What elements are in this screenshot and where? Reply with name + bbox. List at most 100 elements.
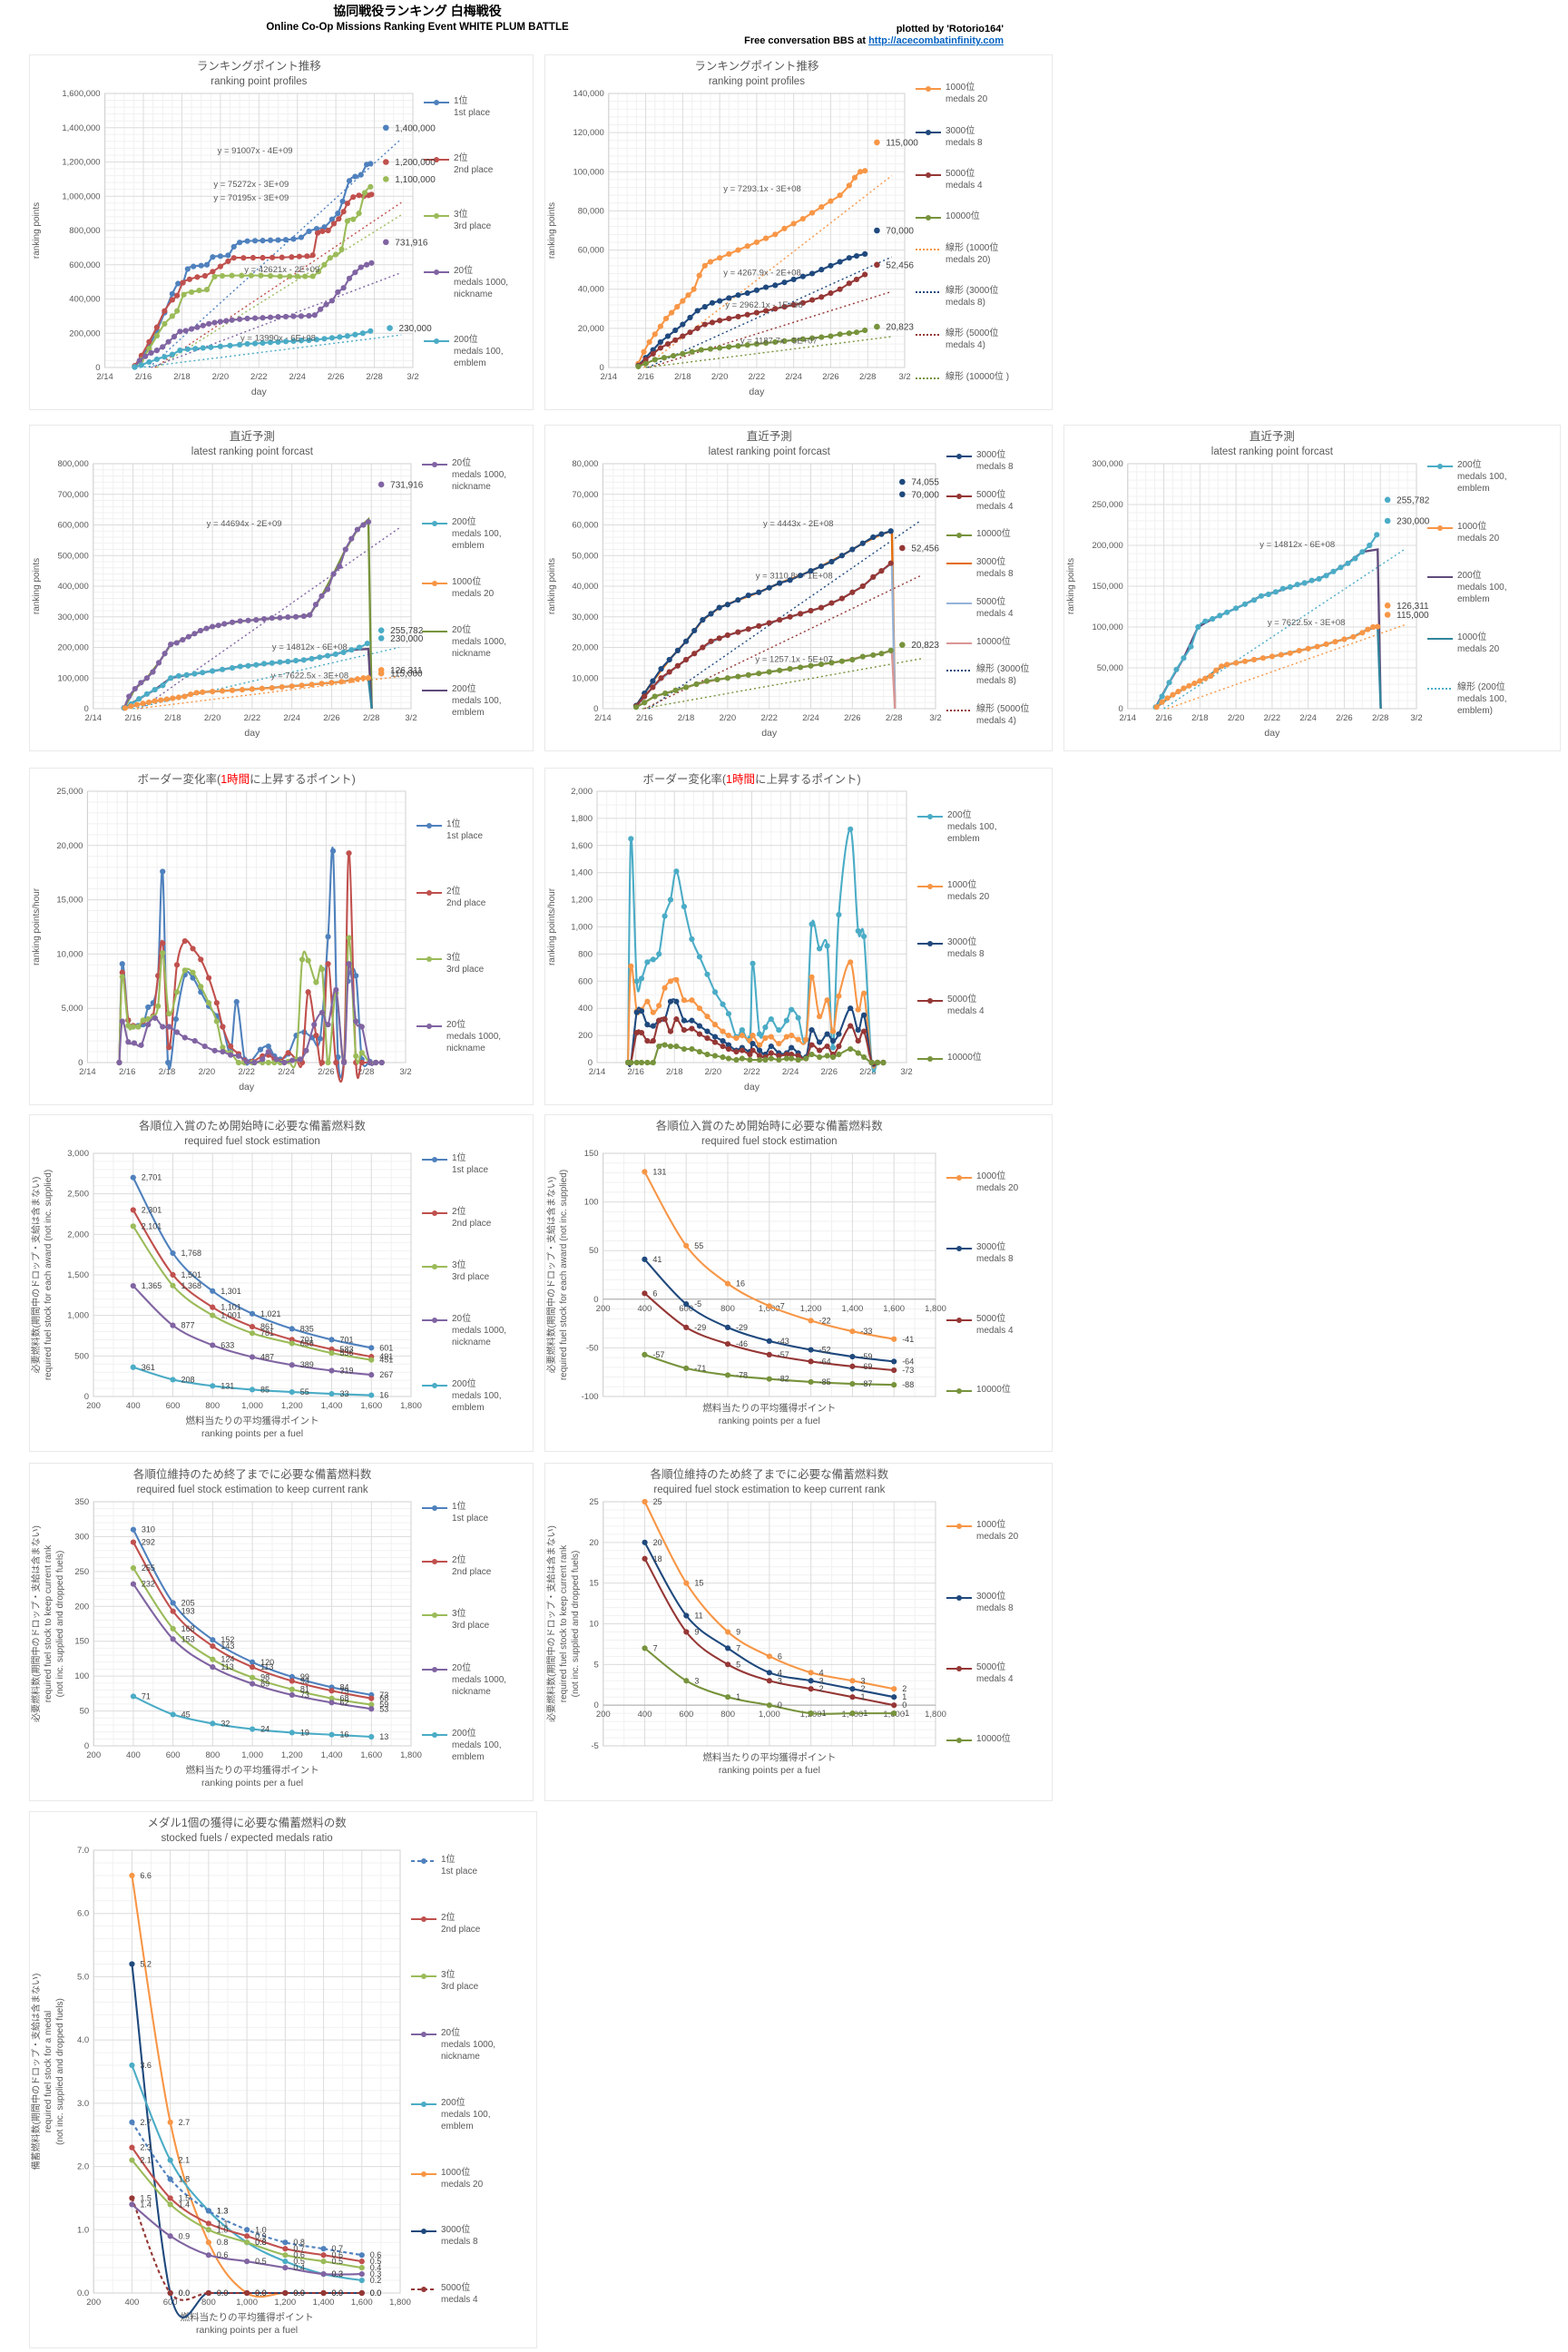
svg-text:451: 451 — [379, 1356, 393, 1365]
svg-text:1.3: 1.3 — [217, 2206, 229, 2215]
legend-entry: 2位 2nd place — [422, 1554, 531, 1578]
legend-entry-label: 3000位 medals 8 — [946, 125, 983, 148]
svg-text:latest ranking point forcast: latest ranking point forcast — [1211, 446, 1334, 457]
svg-text:1,200: 1,200 — [281, 1750, 303, 1760]
svg-text:2/18: 2/18 — [159, 1067, 176, 1077]
svg-text:3,000: 3,000 — [67, 1149, 89, 1159]
svg-text:2.1: 2.1 — [140, 2156, 152, 2165]
legend-entry: 線形 (3000位 medals 8) — [916, 285, 1050, 309]
svg-text:-43: -43 — [778, 1337, 789, 1346]
svg-text:100,000: 100,000 — [57, 673, 88, 683]
svg-text:20,000: 20,000 — [572, 643, 598, 653]
svg-text:250: 250 — [74, 1567, 89, 1577]
svg-text:2/22: 2/22 — [760, 713, 778, 723]
svg-text:ランキングポイント推移: ランキングポイント推移 — [694, 60, 818, 73]
svg-text:1,600,000: 1,600,000 — [62, 89, 100, 99]
series-swatch-icon — [946, 1666, 972, 1672]
svg-text:600: 600 — [166, 1750, 181, 1760]
svg-text:y = 7622.5x - 3E+08: y = 7622.5x - 3E+08 — [1268, 618, 1346, 628]
svg-text:2/22: 2/22 — [1264, 713, 1281, 723]
legend-entry-label: 5000位 medals 4 — [976, 596, 1014, 619]
legend-entry: 2位 2nd place — [424, 152, 531, 176]
legend-entry: 10000位 — [917, 1052, 1050, 1063]
legend-entry: 3000位 medals 8 — [946, 556, 1050, 580]
legend-entry-label: 線形 (3000位 medals 8) — [946, 285, 999, 308]
svg-text:0.0: 0.0 — [179, 2288, 191, 2298]
bbs-line: Free conversation BBS at http://acecomba… — [563, 35, 1004, 47]
chart-border-change-rate-top-ranks: 0 5,000 10,000 15,000 20,000 25,000 2/14 2/16 2/… — [29, 768, 534, 1105]
legend-entry: 1000位 medals 20 — [411, 2167, 534, 2190]
chart-canvas: -505101520252004006008001,0001,2001,4001… — [545, 1467, 946, 1776]
page-title-en: Online Co-Op Missions Ranking Event WHIT… — [266, 22, 569, 33]
chart-required-fuel-stock-top-ranks: 0 500 1,000 1,500 2,000 2,500 3,000 200 400 600 80… — [29, 1114, 534, 1452]
legend-entry-label: 200位 medals 100, emblem — [452, 517, 502, 552]
svg-text:直近予測: 直近予測 — [1250, 430, 1295, 443]
svg-text:y = 13990x - 6E+08: y = 13990x - 6E+08 — [240, 334, 316, 344]
svg-text:701: 701 — [300, 1335, 314, 1344]
svg-text:各順位維持のため終了までに必要な備蓄燃料数: 各順位維持のため終了までに必要な備蓄燃料数 — [133, 1467, 372, 1481]
svg-text:-5: -5 — [694, 1299, 701, 1308]
svg-text:5.0: 5.0 — [77, 1972, 89, 1982]
svg-text:200: 200 — [86, 1401, 101, 1411]
legend-entry-label: 2位 2nd place — [454, 152, 494, 175]
svg-text:0.5: 0.5 — [293, 2257, 305, 2266]
svg-text:ranking points per a fuel: ranking points per a fuel — [201, 1778, 303, 1788]
svg-text:-1: -1 — [819, 1709, 827, 1718]
svg-text:2/26: 2/26 — [323, 713, 340, 723]
svg-text:1.1: 1.1 — [217, 2219, 229, 2228]
svg-text:ranking points: ranking points — [547, 202, 557, 259]
chart-fuel-to-keep-rank-top-ranks: 0 50 100 150 200 250 300 350 200 400 600 800 1,000 1,… — [29, 1463, 534, 1801]
svg-text:0.0: 0.0 — [255, 2288, 267, 2298]
svg-text:1,600: 1,600 — [360, 1401, 382, 1411]
svg-text:150: 150 — [74, 1637, 89, 1647]
series-swatch-icon — [946, 670, 972, 672]
legend-entry: 3位 3rd place — [424, 209, 531, 232]
svg-text:0.0: 0.0 — [255, 2288, 267, 2298]
svg-text:2/26: 2/26 — [328, 372, 345, 382]
svg-text:600,000: 600,000 — [69, 260, 100, 270]
svg-text:126,311: 126,311 — [390, 666, 423, 676]
series-swatch-icon — [946, 1738, 972, 1744]
svg-text:2/14: 2/14 — [1120, 713, 1137, 723]
svg-text:-69: -69 — [860, 1362, 872, 1371]
svg-text:85: 85 — [260, 1385, 270, 1394]
svg-text:16: 16 — [736, 1279, 745, 1289]
series-swatch-icon — [422, 1559, 447, 1565]
page-title-block: 協同戦役ランキング 白梅戦役 Online Co-Op Missions Ran… — [0, 2, 835, 33]
legend-entry: 1位 1st place — [422, 1152, 531, 1176]
legend-entry-label: 10000位 — [976, 636, 1011, 647]
legend-entry: 200位 medals 100, emblem — [422, 1378, 531, 1414]
legend-entry: 5000位 medals 4 — [411, 2282, 534, 2306]
svg-text:0: 0 — [600, 363, 604, 373]
svg-text:100: 100 — [74, 1671, 89, 1681]
bbs-link[interactable]: http://acecombatinfinity.com — [868, 35, 1004, 47]
legend-entry: 線形 (3000位 medals 8) — [946, 663, 1050, 687]
svg-text:燃料当たりの平均獲得ポイント: 燃料当たりの平均獲得ポイント — [186, 1764, 319, 1776]
svg-text:2.1: 2.1 — [179, 2156, 191, 2165]
svg-text:3/2: 3/2 — [407, 372, 418, 382]
svg-text:day: day — [749, 387, 765, 397]
svg-text:メダル1個の獲得に必要な備蓄燃料の数: メダル1個の獲得に必要な備蓄燃料の数 — [147, 1816, 347, 1829]
svg-text:500,000: 500,000 — [57, 551, 88, 561]
series-swatch-icon — [422, 690, 447, 692]
legend-entry-label: 線形 (200位 medals 100, emblem) — [1457, 682, 1507, 717]
svg-text:24: 24 — [260, 1725, 270, 1734]
svg-text:350: 350 — [74, 1497, 89, 1507]
chart-plot-area: 0 200 400 600 800 1,000 1,200 1,400 1,600 1,800 2,… — [545, 769, 916, 1104]
chart-legend: 1位 1st place 2位 2nd place 3位 3rd place 20位 meda… — [420, 1115, 533, 1451]
svg-text:124: 124 — [220, 1655, 234, 1664]
svg-text:701: 701 — [340, 1335, 354, 1344]
svg-text:y = 4267.9x - 2E+08: y = 4267.9x - 2E+08 — [723, 269, 801, 279]
svg-text:-85: -85 — [819, 1377, 831, 1387]
svg-text:2/16: 2/16 — [124, 713, 142, 723]
svg-text:1,200: 1,200 — [800, 1304, 822, 1314]
series-swatch-icon — [946, 710, 972, 712]
svg-text:16: 16 — [340, 1730, 349, 1740]
legend-entry: 200位 medals 100, emblem — [411, 2097, 534, 2132]
svg-text:113: 113 — [260, 1662, 273, 1671]
svg-text:25,000: 25,000 — [56, 787, 83, 797]
svg-text:2/26: 2/26 — [1336, 713, 1353, 723]
svg-text:2/22: 2/22 — [743, 1067, 760, 1077]
svg-text:153: 153 — [181, 1634, 195, 1643]
legend-entry-label: 5000位 medals 4 — [976, 1313, 1014, 1336]
